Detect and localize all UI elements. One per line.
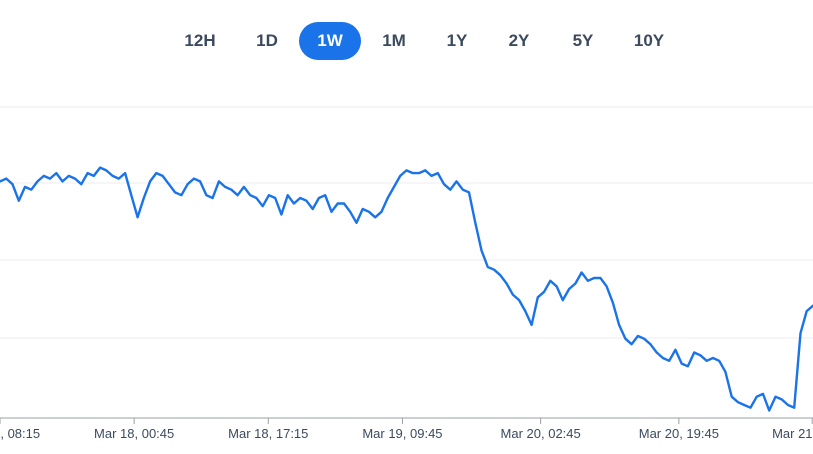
x-tick-label: Mar 18, 17:15 xyxy=(228,426,308,441)
range-button-1d[interactable]: 1D xyxy=(256,31,278,50)
grid-lines xyxy=(0,106,813,339)
x-tick-label: Mar 21, 12:10 xyxy=(772,426,813,441)
x-axis-ticks: Mar 17, 08:15 Mar 18, 00:45 Mar 18, 17:15 M… xyxy=(0,418,813,441)
price-line[interactable] xyxy=(0,166,813,412)
time-range-selector: 12H 1D 1W 1M 1Y 2Y 5Y 10Y xyxy=(0,22,813,60)
range-button-1y[interactable]: 1Y xyxy=(446,31,468,50)
range-button-10y[interactable]: 10Y xyxy=(633,31,665,50)
range-button-1w[interactable]: 1W xyxy=(299,22,361,60)
range-button-2y[interactable]: 2Y xyxy=(508,31,530,50)
x-tick-label: Mar 19, 09:45 xyxy=(362,426,442,441)
range-button-1m[interactable]: 1M xyxy=(382,31,406,50)
x-tick-label: Mar 18, 00:45 xyxy=(94,426,174,441)
x-tick-label: Mar 20, 02:45 xyxy=(501,426,581,441)
range-button-5y[interactable]: 5Y xyxy=(572,31,594,50)
range-button-12h[interactable]: 12H xyxy=(184,31,216,50)
x-tick-label: Mar 17, 08:15 xyxy=(0,426,40,441)
x-tick-label: Mar 20, 19:45 xyxy=(639,426,719,441)
